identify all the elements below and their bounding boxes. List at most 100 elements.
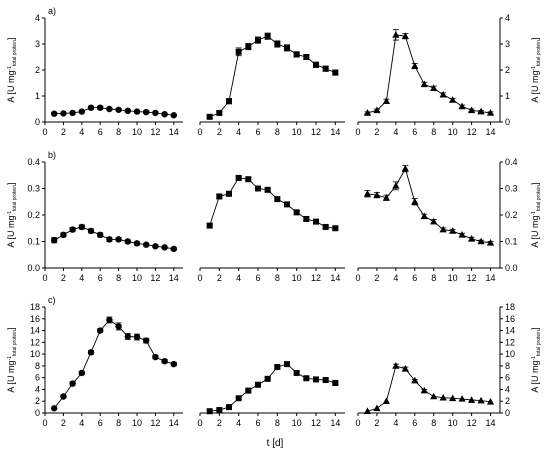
x-tick-label: 4 xyxy=(236,127,241,137)
data-point xyxy=(313,376,319,383)
y-tick-label: 2 xyxy=(35,65,40,75)
data-point xyxy=(60,110,67,117)
x-tick-label: 6 xyxy=(255,273,260,283)
data-point xyxy=(170,360,177,368)
y-tick-label-right: 18 xyxy=(505,302,515,312)
data-point xyxy=(78,223,86,231)
x-tick-label: 14 xyxy=(486,418,496,428)
x-tick-label: 2 xyxy=(217,418,222,428)
data-point xyxy=(322,377,329,384)
y-tick-label-right: 2 xyxy=(505,396,510,406)
series-line xyxy=(367,365,491,412)
data-point xyxy=(468,235,476,242)
y-tick-label: 3 xyxy=(35,39,40,49)
x-tick-label: 6 xyxy=(98,127,103,137)
data-point xyxy=(206,408,213,415)
x-tick-label: 12 xyxy=(311,418,321,428)
y-tick-label-right: 14 xyxy=(505,326,515,336)
data-point xyxy=(106,105,113,113)
data-point xyxy=(420,386,428,394)
data-point xyxy=(458,102,466,110)
y-tick-label: 4 xyxy=(35,384,40,394)
x-tick-label: 0 xyxy=(42,273,47,283)
series-line xyxy=(53,319,174,409)
data-point xyxy=(458,395,466,402)
data-point xyxy=(363,407,372,415)
data-point xyxy=(449,227,457,234)
data-point xyxy=(133,240,141,247)
data-point xyxy=(143,108,150,116)
x-tick-label: 10 xyxy=(292,273,302,283)
data-point xyxy=(87,349,95,356)
x-tick-label: 6 xyxy=(255,418,260,428)
data-point xyxy=(115,106,122,113)
data-point xyxy=(69,226,76,233)
x-tick-label: 2 xyxy=(374,273,379,283)
x-tick-label: 14 xyxy=(169,418,179,428)
ylabel-left-a: A [U mg-1total protein] xyxy=(6,37,18,102)
y-tick-label: 0.1 xyxy=(27,237,40,247)
data-point xyxy=(332,225,339,232)
y-tick-label: 1 xyxy=(35,91,40,101)
x-tick-label: 8 xyxy=(431,418,436,428)
data-point xyxy=(293,369,300,376)
data-point xyxy=(420,80,428,88)
x-axis-title: t [d] xyxy=(267,438,284,449)
data-point xyxy=(124,333,131,340)
panel-c-middle: 0 2 4 6 8 10 12 14 xyxy=(197,361,345,428)
y-tick-label: 0.2 xyxy=(27,210,40,220)
x-tick-label: 0 xyxy=(355,127,360,137)
x-tick-label: 8 xyxy=(275,127,280,137)
data-point xyxy=(392,31,400,38)
x-tick-label: 2 xyxy=(374,418,379,428)
x-tick-label: 2 xyxy=(61,418,66,428)
y-tick-label: 12 xyxy=(30,337,40,347)
x-tick-label: 14 xyxy=(330,418,340,428)
data-point xyxy=(401,164,409,172)
x-tick-label: 10 xyxy=(448,273,458,283)
data-point xyxy=(392,362,400,369)
data-point xyxy=(60,393,67,400)
x-tick-label: 12 xyxy=(311,273,321,283)
x-tick-label: 14 xyxy=(169,273,179,283)
data-point xyxy=(284,361,290,368)
data-point xyxy=(303,375,310,382)
ylabel-left-b: A [U mg-1total protein] xyxy=(6,182,18,247)
data-point xyxy=(78,369,86,377)
x-tick-label: 14 xyxy=(486,273,496,283)
panel-b-middle: 0 2 4 6 8 10 12 14 xyxy=(197,174,345,283)
x-tick-label: 10 xyxy=(292,418,302,428)
y-tick-label-right: 0.0 xyxy=(505,263,518,273)
data-point xyxy=(477,396,485,404)
data-point xyxy=(411,62,419,69)
data-point xyxy=(439,90,447,98)
y-tick-label: 4 xyxy=(35,13,40,23)
data-point xyxy=(161,357,168,365)
data-point xyxy=(60,231,67,239)
y-tick-label-right: 0.3 xyxy=(505,184,518,194)
x-tick-label: 8 xyxy=(116,127,121,137)
data-point xyxy=(373,191,381,198)
y-tick-label-right: 4 xyxy=(505,384,510,394)
panel-label: b) xyxy=(48,150,56,160)
y-tick-label-right: 3 xyxy=(505,39,510,49)
data-point xyxy=(161,244,168,251)
x-tick-label: 8 xyxy=(431,127,436,137)
data-point xyxy=(284,44,290,51)
x-tick-label: 4 xyxy=(236,418,241,428)
x-tick-label: 14 xyxy=(330,273,340,283)
panel-b-right: 0 2 4 6 8 10 12 14 0.0 0.1 0.2 0.3 0.4 xyxy=(355,157,517,283)
x-tick-label: 10 xyxy=(132,127,142,137)
x-tick-label: 2 xyxy=(217,273,222,283)
data-point xyxy=(382,193,390,201)
data-point xyxy=(216,407,223,414)
data-point xyxy=(97,104,104,111)
x-tick-label: 12 xyxy=(467,418,477,428)
data-point xyxy=(106,316,113,324)
data-point xyxy=(124,238,131,245)
x-tick-label: 10 xyxy=(448,127,458,137)
data-point xyxy=(458,231,466,238)
data-point xyxy=(392,182,400,189)
y-tick-label-right: 0 xyxy=(505,117,510,127)
